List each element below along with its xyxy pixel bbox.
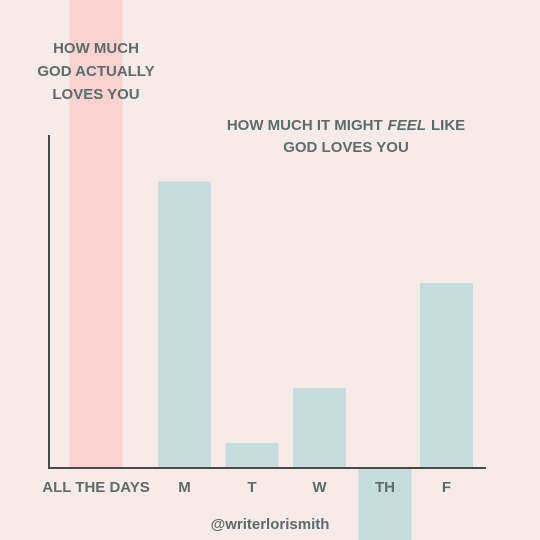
bars <box>69 0 473 540</box>
bar <box>225 443 279 469</box>
x-tick-label: T <box>247 479 256 496</box>
annotation: GOD LOVES YOU <box>283 139 409 156</box>
annotation-part: LIKE <box>431 117 465 134</box>
credit: @writerlorismith <box>211 516 330 533</box>
bar <box>358 468 412 540</box>
x-tick-label: ALL THE DAYS <box>42 479 150 496</box>
annotation: HOW MUCH IT MIGHT FEEL LIKE <box>227 117 465 134</box>
bar <box>293 388 346 469</box>
bar <box>158 181 211 469</box>
x-tick-label: M <box>178 479 191 496</box>
annotation: GOD ACTUALLY <box>37 63 154 80</box>
annotation: LOVES YOU <box>52 86 139 103</box>
x-tick-label: W <box>312 479 327 496</box>
annotation-part: HOW MUCH IT MIGHT <box>227 117 383 134</box>
bar <box>420 283 473 469</box>
x-tick-label: TH <box>375 479 395 496</box>
bar <box>69 0 123 469</box>
annotation: HOW MUCH <box>53 40 139 57</box>
annotation-emphasis: FEEL <box>388 117 426 134</box>
x-tick-label: F <box>442 479 451 496</box>
